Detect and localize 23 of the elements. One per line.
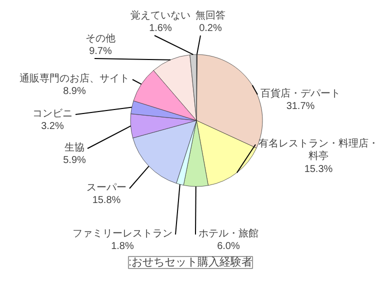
data-label: 31.7%	[286, 101, 315, 112]
data-label: 5.9%	[63, 155, 86, 166]
slice-label: スーパー	[86, 182, 126, 194]
data-label: 0.2%	[199, 23, 222, 34]
text: :おせちセット購入経験者	[128, 256, 253, 268]
data-label: 15.8%	[92, 195, 121, 206]
slice-label: 覚えていない	[130, 10, 190, 22]
data-label: 8.9%	[63, 86, 86, 98]
data-label: 1.8%	[111, 241, 134, 252]
slice-label: 通販専門のお店、サイト	[20, 72, 130, 84]
slice-label: ホテル・旅館	[198, 228, 258, 240]
slice-label: その他	[86, 32, 116, 44]
data-label: 15.3%	[304, 164, 333, 175]
slice-label: コンビニ	[32, 108, 72, 120]
slice-label: 生協	[64, 142, 84, 154]
data-label: 1.6%	[149, 23, 172, 34]
data-label: 6.0%	[217, 241, 240, 252]
slice-label: 百貨店・デパート	[260, 88, 340, 100]
slice-label: 有名レストラン・料理店・料亭	[258, 138, 378, 162]
slice-label: ファミリーレストラン	[72, 228, 172, 240]
data-label: 9.7%	[89, 46, 112, 58]
slice-label: 無回答	[196, 10, 226, 22]
data-label: 3.2%	[41, 121, 64, 132]
